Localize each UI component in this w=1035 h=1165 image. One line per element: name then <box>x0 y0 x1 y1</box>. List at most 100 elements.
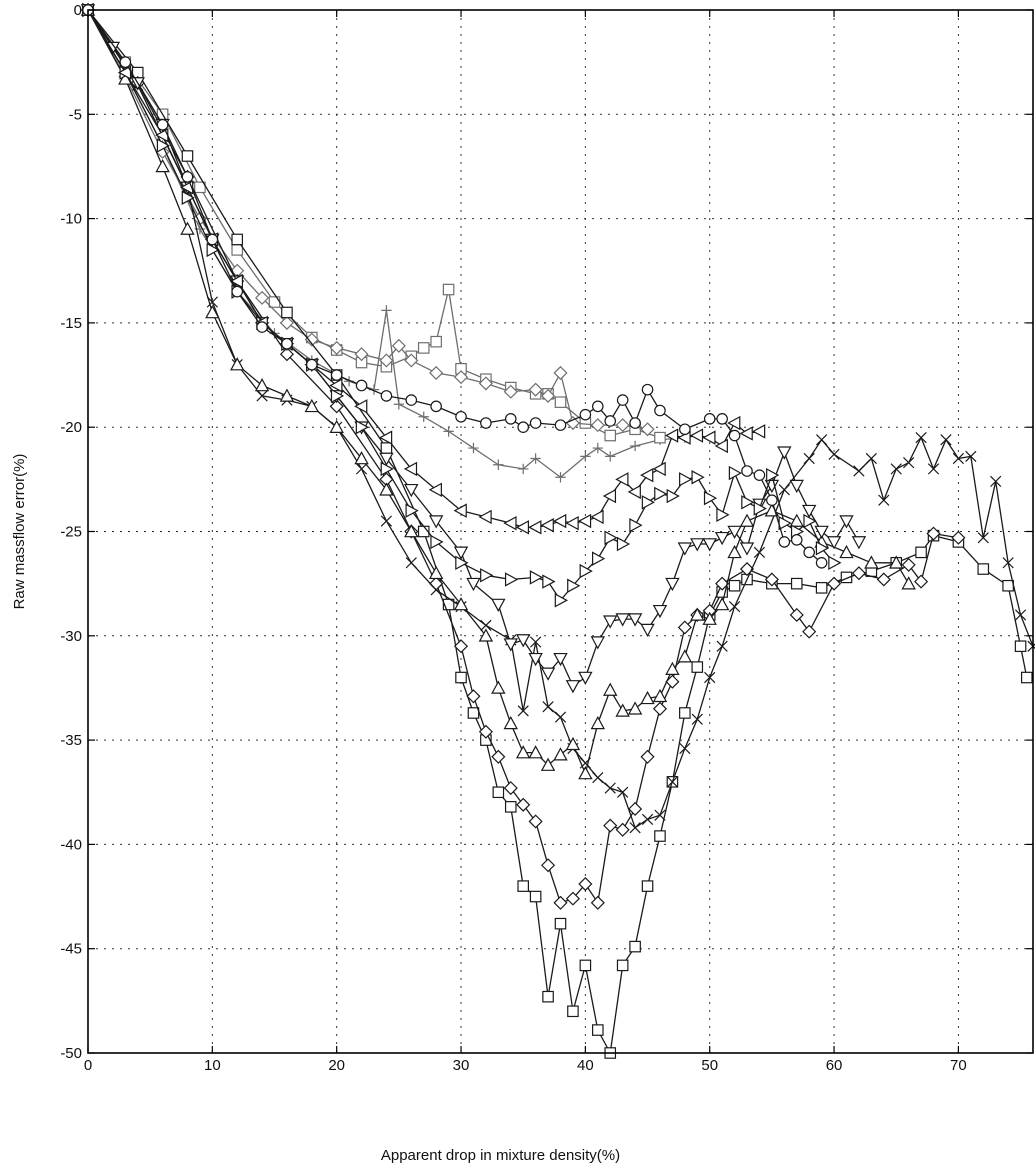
triangle-right-marker <box>542 574 556 589</box>
circle-marker <box>604 415 617 427</box>
data-series <box>82 4 1035 834</box>
triangle-right-marker <box>181 190 195 205</box>
square-marker <box>654 830 666 842</box>
triangle-left-marker <box>503 515 517 531</box>
triangle-down-marker <box>528 652 543 667</box>
triangle-down-marker <box>603 615 618 629</box>
cross-marker <box>977 532 989 544</box>
diamond-marker <box>354 347 369 362</box>
triangle-right-marker <box>778 515 792 531</box>
series-line <box>87 9 648 430</box>
circle-marker <box>803 546 815 559</box>
diamond-marker <box>516 797 531 812</box>
square-marker <box>679 707 691 719</box>
y-tick-label: -35 <box>60 732 82 749</box>
circle-marker <box>815 556 828 569</box>
cross-marker <box>679 742 691 755</box>
cross-marker <box>753 546 766 558</box>
triangle-left-marker <box>739 426 753 441</box>
cross-marker <box>716 640 728 652</box>
triangle-down-marker <box>578 671 593 685</box>
plus-marker <box>443 426 454 437</box>
triangle-right-marker <box>604 530 618 545</box>
square-marker <box>430 335 442 348</box>
cross-marker <box>704 671 716 684</box>
square-marker <box>554 917 567 930</box>
cross-marker <box>1014 609 1027 621</box>
triangle-left-marker <box>565 515 579 531</box>
x-tick-label: 40 <box>577 1057 594 1074</box>
diamond-marker <box>279 347 294 362</box>
square-marker <box>641 880 654 892</box>
circle-marker <box>790 534 803 546</box>
triangle-left-marker <box>652 461 666 477</box>
square-marker <box>417 342 430 354</box>
triangle-left-marker <box>117 65 132 80</box>
triangle-right-marker <box>753 501 767 516</box>
diamond-marker <box>876 572 891 587</box>
circle-marker <box>355 379 368 392</box>
square-marker <box>616 959 629 972</box>
triangle-down-marker <box>814 525 829 539</box>
square-marker <box>629 940 641 953</box>
cross-marker <box>728 600 741 613</box>
triangle-down-marker <box>727 525 742 539</box>
diamond-marker <box>279 315 294 330</box>
triangle-left-marker <box>329 378 343 393</box>
triangle-right-marker <box>716 507 730 523</box>
x-tick-label: 10 <box>204 1057 221 1074</box>
square-marker <box>467 707 480 719</box>
square-marker <box>268 296 281 308</box>
diamond-marker <box>901 557 916 572</box>
triangle-right-marker <box>529 570 544 585</box>
x-tick-label: 30 <box>453 1057 470 1074</box>
triangle-up-marker <box>205 305 220 319</box>
circle-marker <box>517 421 529 433</box>
circle-marker <box>654 404 666 417</box>
triangle-up-marker <box>690 607 705 621</box>
circle-marker <box>716 413 728 425</box>
cross-marker <box>965 450 977 463</box>
triangle-down-marker <box>553 652 568 667</box>
triangle-down-marker <box>665 577 680 592</box>
triangle-right-marker <box>629 518 643 533</box>
diamond-marker <box>951 530 966 545</box>
plus-marker <box>393 399 405 410</box>
diamond-marker <box>329 340 344 355</box>
cross-marker <box>355 463 368 475</box>
diamond-marker <box>466 689 481 704</box>
plus-marker <box>468 442 479 454</box>
data-series <box>80 4 867 694</box>
triangle-right-marker <box>455 555 469 570</box>
triangle-up-marker <box>702 611 717 625</box>
data-series <box>80 2 966 910</box>
diamond-marker <box>379 353 394 368</box>
square-marker <box>592 1024 604 1036</box>
triangle-left-marker <box>640 467 654 483</box>
diamond-marker <box>255 290 270 305</box>
circle-marker <box>679 423 691 436</box>
diamond-marker <box>628 801 643 816</box>
cross-marker <box>629 822 641 834</box>
x-tick-label: 70 <box>950 1057 967 1074</box>
square-marker <box>542 990 554 1003</box>
circle-marker <box>592 400 604 413</box>
cross-marker <box>878 494 890 506</box>
triangle-left-marker <box>403 461 418 477</box>
plus-marker <box>530 453 541 464</box>
triangle-up-marker <box>901 576 916 590</box>
cross-marker <box>1002 557 1014 569</box>
triangle-down-marker <box>739 542 755 556</box>
triangle-down-marker <box>677 542 693 556</box>
plus-marker <box>605 451 616 462</box>
triangle-left-marker <box>664 428 679 443</box>
triangle-right-marker <box>616 536 631 552</box>
data-series <box>80 2 916 780</box>
triangle-left-marker <box>727 415 741 431</box>
cross-marker <box>592 772 604 784</box>
axis-ticks: 0 10 20 30 40 50 60 70 0 -5 -10 -15 -20 -25 -30 -35 -40 -… <box>60 2 1033 1074</box>
triangle-up-marker <box>404 524 419 538</box>
cross-marker <box>617 786 629 798</box>
diamond-marker <box>827 576 842 591</box>
